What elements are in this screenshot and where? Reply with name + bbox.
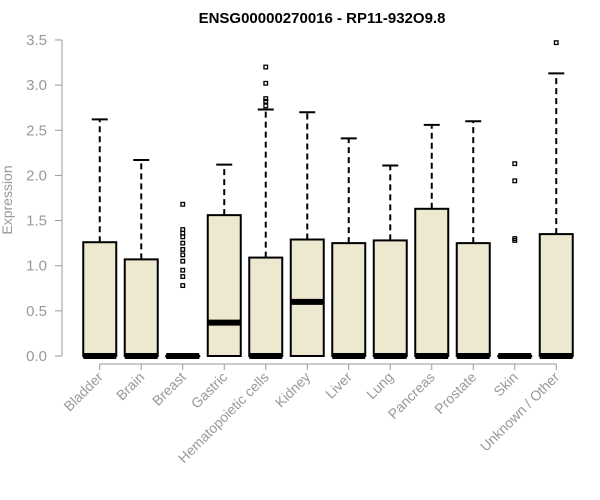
box-kidney <box>289 111 325 357</box>
box-breast <box>165 201 201 359</box>
box-bladder <box>82 118 118 359</box>
outlier-point <box>263 80 269 86</box>
chart-title: ENSG00000270016 - RP11-932O9.8 <box>199 10 446 27</box>
x-tick-label: Kidney <box>272 369 314 411</box>
plot-area <box>82 40 574 359</box>
box-unknown-other <box>538 40 574 359</box>
outlier-point <box>180 274 186 279</box>
outlier-point <box>263 96 269 102</box>
box-body <box>206 214 242 357</box>
box-body <box>289 238 325 357</box>
outlier-point <box>180 283 186 289</box>
box-body <box>331 242 367 357</box>
outlier-point <box>512 161 518 167</box>
outlier-point <box>263 98 269 104</box>
x-tick-label: Bladder <box>60 369 106 415</box>
box-body <box>82 241 118 357</box>
outlier-point <box>180 246 186 252</box>
y-tick-label: 1.0 <box>26 258 47 275</box>
outlier-point <box>180 201 186 207</box>
box-pancreas <box>414 123 450 359</box>
box-lung <box>372 164 408 359</box>
box-gastric <box>206 163 242 357</box>
box-hematopoietic-cells <box>248 64 284 359</box>
y-tick-label: 2.0 <box>26 167 47 184</box>
x-tick-label: Liver <box>322 369 355 402</box>
y-tick-label: 0.5 <box>26 303 47 320</box>
box-body <box>414 207 450 357</box>
x-tick-label: Skin <box>490 369 521 400</box>
outlier-point <box>263 103 269 109</box>
box-body <box>372 239 408 357</box>
y-tick-label: 3.0 <box>26 77 47 94</box>
y-tick-label: 1.5 <box>26 213 47 230</box>
x-tick-label: Unknown / Other <box>477 369 563 455</box>
y-axis-label: Expression <box>0 165 15 234</box>
box-body <box>123 258 159 357</box>
outlier-point <box>512 236 518 242</box>
box-prostate <box>455 120 491 359</box>
box-body <box>538 233 574 357</box>
box-skin <box>497 161 533 359</box>
outlier-point <box>180 227 186 233</box>
box-brain <box>123 159 159 359</box>
box-liver <box>331 137 367 359</box>
outlier-point <box>512 178 518 184</box>
y-axis: 0.0 0.5 1.0 1.5 2.0 2.5 3.0 3.5 <box>26 32 63 365</box>
box-body <box>248 256 284 357</box>
box-body <box>455 242 491 357</box>
y-tick-label: 3.5 <box>26 32 47 49</box>
outlier-point <box>180 252 186 258</box>
x-tick-label: Lung <box>363 369 396 402</box>
x-tick-label: Breast <box>149 369 189 409</box>
outlier-point <box>180 258 186 264</box>
x-tick-label: Brain <box>113 369 147 403</box>
outlier-point <box>553 40 559 46</box>
y-tick-label: 2.5 <box>26 122 47 139</box>
outlier-point <box>180 267 186 273</box>
outlier-point <box>180 240 186 246</box>
outlier-point <box>263 64 269 70</box>
y-tick-label: 0.0 <box>26 348 47 365</box>
x-tick-label: Prostate <box>431 369 479 417</box>
